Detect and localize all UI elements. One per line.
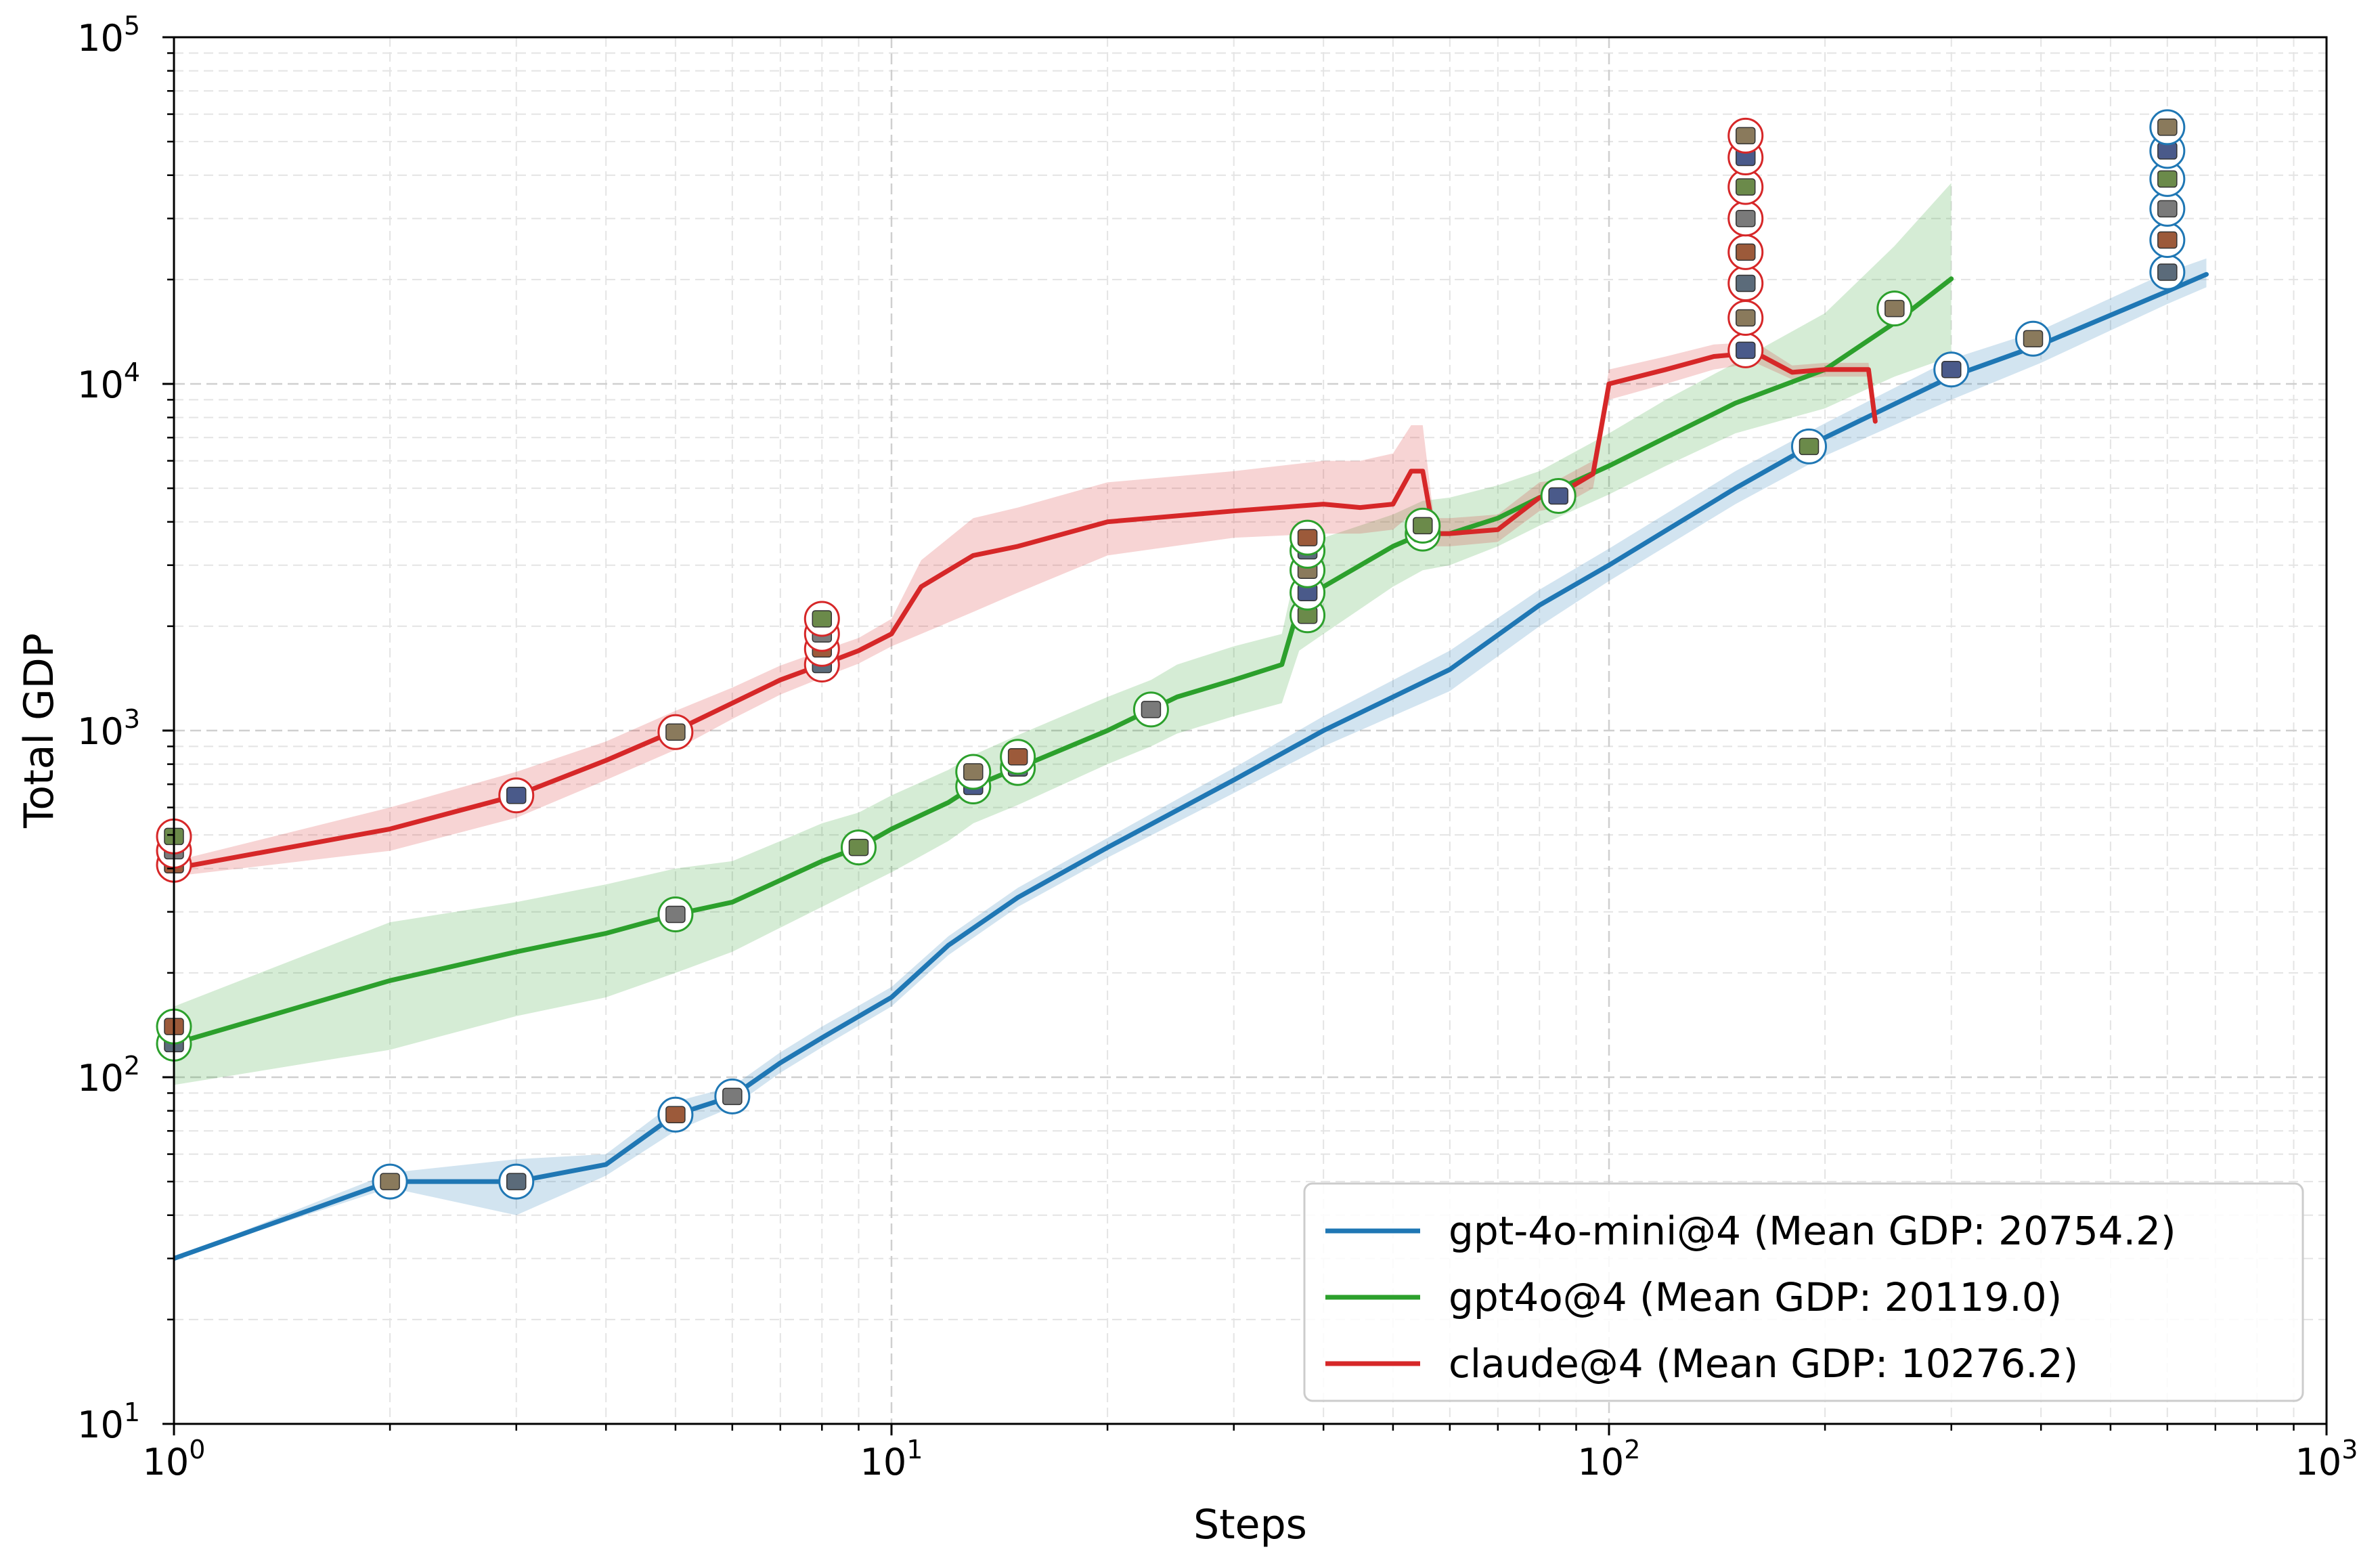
series-1-marker-icon [1548,487,1568,505]
y-tick-label: 105 [77,11,140,60]
series-1-marker-icon [665,905,686,924]
series-1-marker-icon [963,763,984,781]
series-1-band [174,183,1952,1085]
series-1-marker-icon [1007,748,1028,766]
series-1-marker-icon [1413,517,1433,535]
series-1-marker-icon [1141,701,1162,718]
y-tick-label: 104 [77,357,140,406]
y-tick-label: 103 [77,704,140,753]
x-tick-label: 102 [1578,1435,1641,1483]
series-1-marker-icon [1885,299,1905,318]
series-0-marker-icon [1799,437,1820,456]
y-tick-label: 102 [77,1051,140,1100]
series-1-marker-icon [1297,529,1318,546]
series-markers [156,109,2186,1200]
series-0-marker-icon [2023,330,2044,348]
series-0-marker-icon [2157,263,2178,281]
series-2-marker-icon [812,610,833,628]
series-0-marker-icon [665,1106,686,1123]
series-0-marker-icon [2157,170,2178,188]
series-0-line [174,272,2209,1261]
series-0-marker-icon [2157,200,2178,218]
y-tick-label: 101 [77,1397,140,1446]
series-2-marker-icon [1736,243,1756,261]
x-tick-label: 100 [143,1435,206,1483]
x-axis-label: Steps [1193,1501,1307,1548]
y-axis-label: Total GDP [16,633,63,829]
legend-label-1: gpt4o@4 (Mean GDP: 20119.0) [1449,1274,2062,1320]
series-2-marker-icon [1736,341,1756,360]
legend: gpt-4o-mini@4 (Mean GDP: 20754.2) gpt4o@4… [1303,1182,2304,1402]
series-2-marker-icon [1736,309,1756,327]
series-1-line [174,276,1954,1046]
series-2-marker-icon [506,787,527,804]
series-0-marker-icon [2157,231,2178,249]
series-2-line [174,350,1878,871]
series-0-marker-icon [506,1173,527,1190]
series-2-marker-icon [1736,274,1756,292]
legend-label-0: gpt-4o-mini@4 (Mean GDP: 20754.2) [1449,1208,2176,1254]
series-2-marker-icon [665,723,686,741]
series-2-marker-icon [1736,127,1756,145]
legend-label-2: claude@4 (Mean GDP: 10276.2) [1449,1341,2078,1387]
x-tick-label: 103 [2295,1435,2358,1483]
series-0-marker-icon [2157,142,2178,160]
series-2-marker-icon [1736,178,1756,196]
legend-box [1303,1182,2304,1402]
series-1-marker-icon [848,838,869,856]
series-0-marker-icon [380,1173,400,1190]
series-0-marker-icon [2157,118,2178,136]
series-0-marker-icon [1941,361,1962,378]
x-tick-label: 101 [860,1435,923,1483]
series-0-marker-icon [722,1087,743,1106]
series-2-marker-icon [1736,209,1756,227]
series-2-band [174,342,1876,877]
series-lines [174,272,2209,1261]
